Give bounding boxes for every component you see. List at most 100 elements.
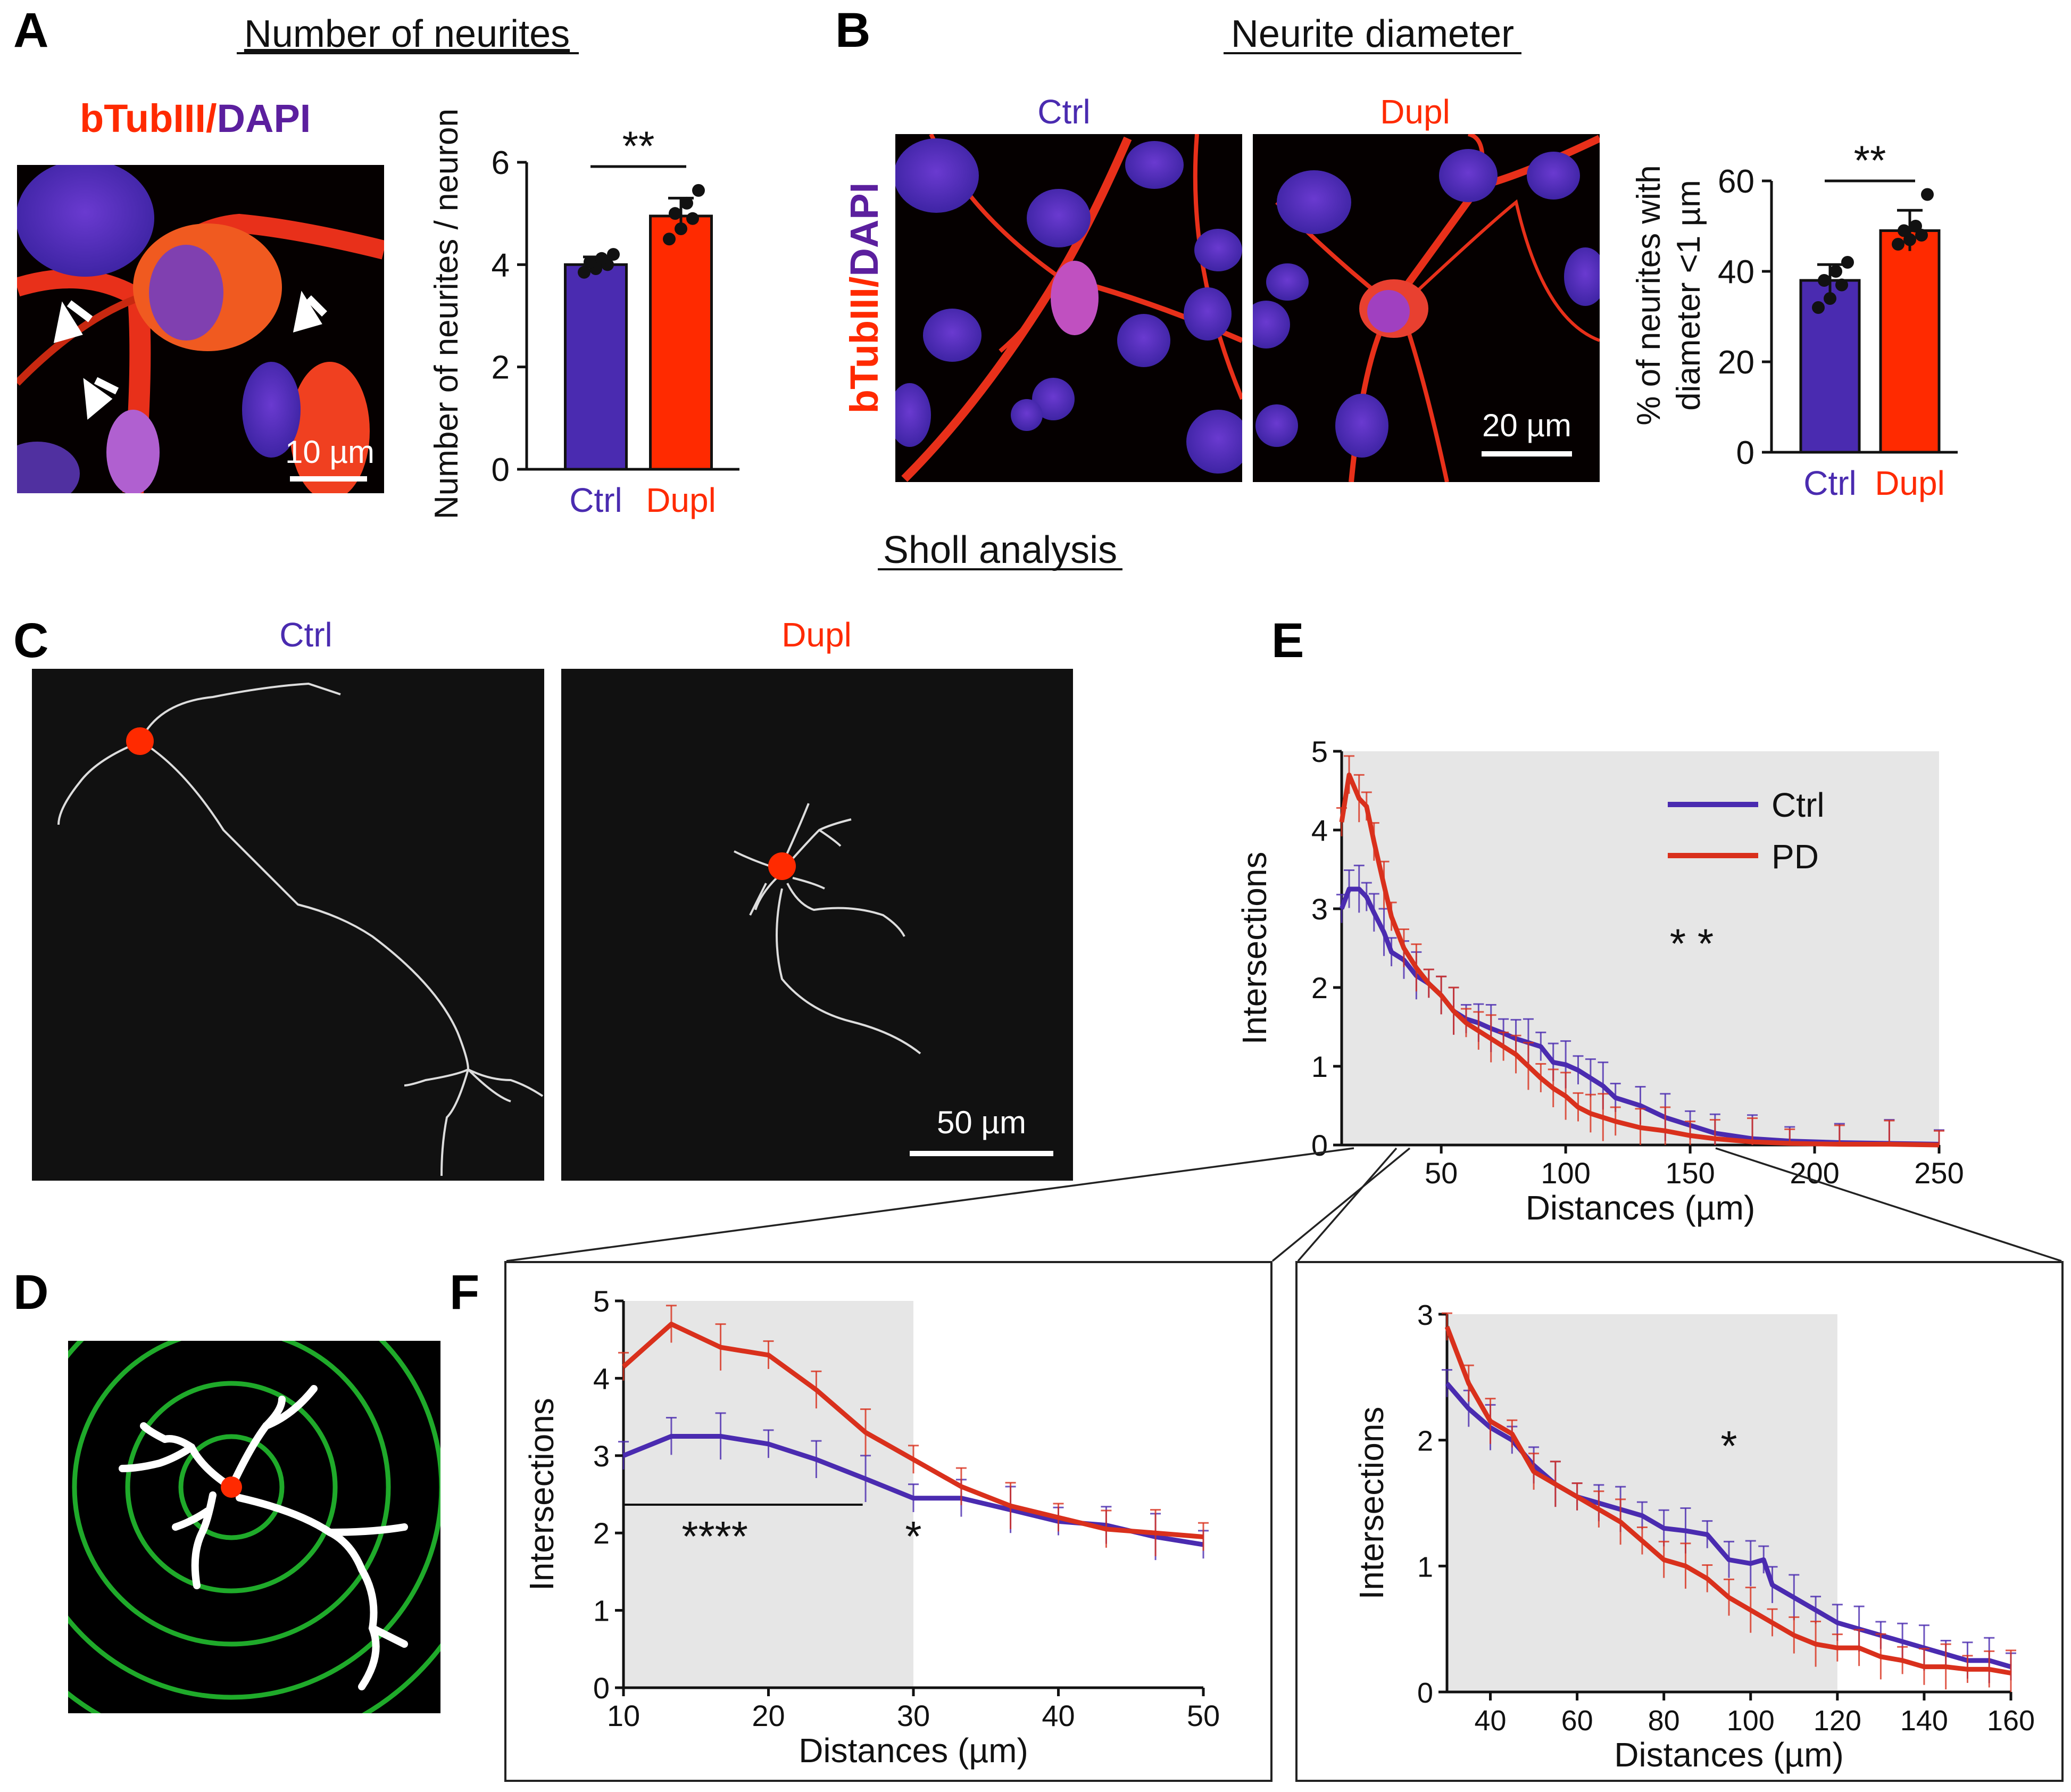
bar-chart-b: 0 20 40 60 Ctrl Dupl ** % of neurites with diame… [1631,137,1958,502]
arrow-icon [53,300,93,343]
x-tick-label: 10 [607,1699,640,1732]
micrograph-a: 10 µm [17,165,384,493]
bar-dupl [649,214,713,471]
data-point [675,222,687,236]
significance-label: ** [622,122,655,169]
y-tick-label: 60 [1718,163,1754,200]
title-sholl-analysis: Sholl analysis [883,529,1117,571]
zoom-box-f2 [1295,1261,2064,1782]
scale-bar-label-c: 50 µm [937,1105,1026,1140]
y-axis-label: Intersections [1235,852,1274,1045]
zoom-connectors [506,1147,2062,1262]
y-tick-label: 3 [1417,1299,1433,1331]
data-point [1824,292,1836,305]
x-tick-label: 60 [1561,1705,1593,1737]
x-axis-label: Distances (µm) [1614,1736,1844,1774]
y-tick-label: 40 [1718,254,1754,291]
bar-ctrl [564,263,628,471]
series-line-ctrl [1339,886,1940,1147]
stain-label-a: bTubIII/DAPI [80,96,311,140]
series-line-pd [622,1322,1204,1539]
data-point [1829,265,1842,278]
y-axis-label: % of neurites with [1631,165,1667,425]
legend-label-pd: PD [1771,837,1819,876]
scale-bar-label-b: 20 µm [1482,408,1571,443]
title-number-of-neurites: Number of neurites [244,13,570,55]
x-tick-label: Dupl [646,481,716,519]
y-axis-label: Intersections [522,1398,561,1591]
data-point [663,233,676,246]
y-tick-label: 3 [1311,892,1328,926]
series-line-pd [1339,772,1940,1148]
data-point [680,196,693,210]
data-point [584,255,596,269]
y-tick-label: 0 [492,452,510,488]
x-tick-label: 250 [1914,1156,1964,1190]
data-point [578,266,590,279]
x-axis-label: Distances (µm) [1526,1189,1756,1227]
series-line-ctrl [1445,1382,2012,1669]
data-point [1903,233,1916,246]
x-tick-label: Ctrl [569,481,622,519]
label-ctrl-b: Ctrl [1037,93,1091,131]
y-tick-label: 0 [1736,435,1754,471]
y-tick-label: 0 [1417,1677,1433,1709]
label-dupl-b: Dupl [1380,93,1450,131]
label-ctrl-c: Ctrl [279,616,332,654]
data-point [686,212,699,225]
panel-label-f: F [450,1265,479,1320]
x-tick-label: 40 [1042,1699,1075,1732]
sholl-schematic [68,1341,440,1713]
shaded-region [1342,751,1939,1145]
x-tick-label: 160 [1987,1705,2035,1737]
y-axis-label: Intersections [1352,1407,1391,1600]
significance-label: ** [1854,137,1886,184]
y-tick-label: 2 [593,1516,610,1550]
y-tick-label: 20 [1718,344,1754,381]
y-tick-label: 4 [1311,814,1328,847]
x-tick-label: 20 [752,1699,785,1732]
y-tick-label: 0 [1311,1129,1328,1162]
data-point [1835,278,1848,292]
micrograph-b-dupl: 20 µm [1253,134,1600,482]
y-tick-label: 5 [593,1284,610,1318]
line-chart-f1: 0 1 2 3 4 5 10 20 30 40 50 Distances (µm) Intersecti… [522,1284,1220,1770]
y-tick-label: 2 [1417,1425,1433,1457]
data-point [1898,224,1910,237]
y-axis-label: Number of neurites / neuron [428,109,465,519]
trace-dupl: 50 µm [561,669,1073,1181]
x-tick-label: 30 [897,1699,930,1732]
y-tick-label: 2 [492,350,510,386]
trace-ctrl [32,669,544,1181]
y-tick-label: 0 [593,1671,610,1705]
significance-label: * [905,1513,921,1560]
x-tick-label: 200 [1790,1156,1839,1190]
y-tick-label: 1 [1417,1551,1433,1583]
x-tick-label: 80 [1648,1705,1680,1737]
legend-label-ctrl: Ctrl [1771,786,1825,824]
scale-bar-c [910,1151,1053,1156]
data-point [1812,301,1825,314]
x-tick-label: 50 [1425,1156,1458,1190]
label-dupl-c: Dupl [781,616,852,654]
x-axis-label: Distances (µm) [799,1731,1028,1770]
y-tick-label: 5 [1311,735,1328,768]
bar-chart-a: 0 2 4 6 Ctrl Dupl ** Number of neurites / neuro… [428,109,739,519]
series-line-pd [1444,1326,2011,1675]
line-chart-e: 0 1 2 3 4 5 50 100 150 200 250 Distances (µm) Inters… [1235,735,1964,1227]
significance-label: * * [1670,920,1714,967]
arrow-icon [293,291,327,333]
x-tick-label: 50 [1187,1699,1220,1732]
data-point [595,252,608,265]
arrow-icon [83,377,119,420]
panel-label-e: E [1271,613,1304,668]
scale-bar-label-a: 10 µm [285,434,375,470]
soma-dupl [768,852,796,880]
x-tick-label: 100 [1541,1156,1590,1190]
line-chart-f2: 0 1 2 3 40 60 80 100 120 140 160 Distances (µm) Inte… [1352,1299,2035,1774]
zoom-box-f1 [504,1261,1272,1782]
y-tick-label: 6 [492,145,510,181]
bar-dupl [1879,229,1941,454]
y-tick-label: 1 [1311,1050,1328,1083]
